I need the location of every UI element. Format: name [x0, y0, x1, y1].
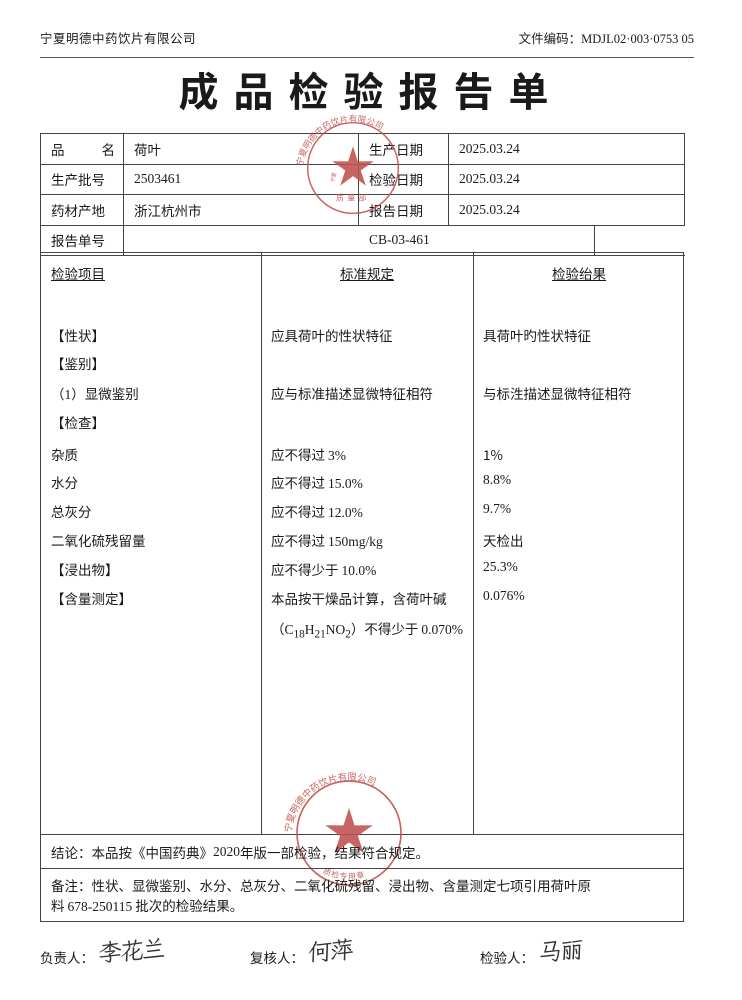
svg-text:质量部: 质量部 — [336, 193, 370, 204]
svg-text:宁夏: 宁夏 — [329, 172, 338, 183]
svg-text:宁夏明德中药饮片有限公司: 宁夏明德中药饮片有限公司 — [294, 113, 386, 167]
svg-text:宁夏明德中药饮片有限公司: 宁夏明德中药饮片有限公司 — [280, 769, 379, 833]
